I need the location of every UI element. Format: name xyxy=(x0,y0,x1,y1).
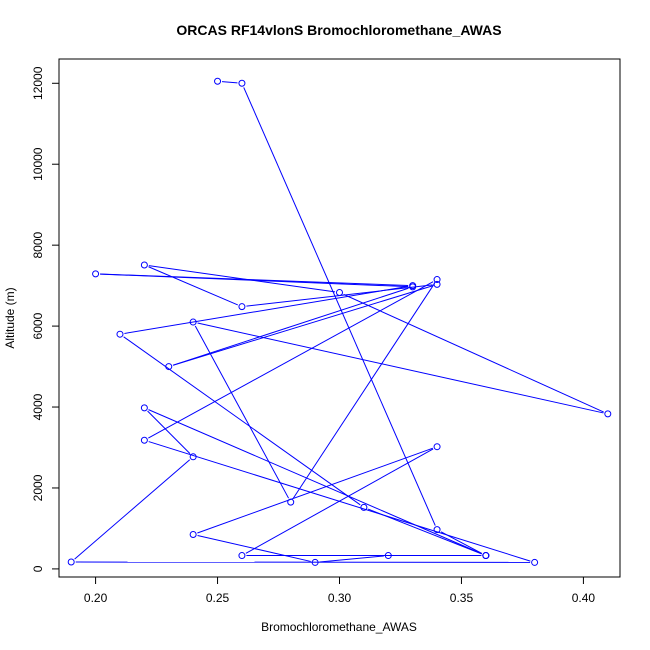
series-segment xyxy=(172,287,409,366)
y-tick-label: 4000 xyxy=(31,393,45,420)
y-tick-label: 6000 xyxy=(31,312,45,339)
data-point xyxy=(238,303,246,311)
series-segment xyxy=(148,441,531,562)
x-tick-label: 0.25 xyxy=(206,591,230,605)
series-segment xyxy=(194,325,290,499)
x-tick-label: 0.35 xyxy=(450,591,474,605)
series-segment xyxy=(147,410,191,454)
data-point xyxy=(214,77,222,85)
data-point xyxy=(140,436,148,444)
data-point xyxy=(140,404,148,412)
data-point xyxy=(433,276,441,284)
data-point xyxy=(311,558,319,566)
x-tick-label: 0.20 xyxy=(84,591,108,605)
series-segment xyxy=(74,459,191,560)
y-tick-label: 0 xyxy=(31,565,45,572)
series-segment xyxy=(148,409,482,555)
data-point xyxy=(67,558,75,566)
series-segment xyxy=(292,283,436,499)
series-segment xyxy=(197,535,311,562)
data-point xyxy=(336,289,343,297)
series-0 xyxy=(67,77,612,566)
series-segment xyxy=(148,266,238,306)
data-point xyxy=(238,552,246,560)
x-tick-label: 0.30 xyxy=(328,591,352,605)
y-tick-label: 12000 xyxy=(31,66,45,100)
series-segment xyxy=(148,265,336,293)
series-segment xyxy=(221,81,238,84)
data-point xyxy=(360,503,368,511)
y-tick-label: 10000 xyxy=(31,147,45,181)
series-segment xyxy=(343,293,604,413)
y-tick-label: 2000 xyxy=(31,474,45,501)
x-tick-label: 0.40 xyxy=(572,591,596,605)
chart-title: ORCAS RF14vlonS Bromochloromethane_AWAS xyxy=(176,22,501,38)
series-segment xyxy=(243,87,436,526)
data-point xyxy=(189,318,197,326)
series-segment xyxy=(172,285,433,366)
data-point xyxy=(287,498,295,506)
data-point xyxy=(433,280,441,288)
data-point xyxy=(140,261,148,269)
data-point xyxy=(384,552,392,560)
data-point xyxy=(116,330,124,338)
data-point xyxy=(165,363,173,371)
data-point xyxy=(604,410,612,418)
x-axis: 0.20 0.25 0.30 0.35 0.40 xyxy=(84,576,596,605)
series-layer xyxy=(67,77,612,566)
data-point xyxy=(409,282,417,290)
series-segment xyxy=(367,508,482,555)
data-point xyxy=(238,79,246,87)
x-axis-label: Bromochloromethane_AWAS xyxy=(261,620,417,634)
series-segment xyxy=(100,273,409,286)
series-segment xyxy=(197,322,604,414)
data-point xyxy=(482,552,490,560)
series-segment xyxy=(319,555,384,563)
data-point xyxy=(433,443,441,451)
series-segment xyxy=(123,336,361,506)
series-segment xyxy=(148,281,434,439)
data-point xyxy=(189,453,197,461)
data-point xyxy=(531,558,539,566)
series-segment xyxy=(124,285,409,334)
data-point xyxy=(433,526,441,534)
y-tick-label: 8000 xyxy=(31,231,45,258)
data-point xyxy=(189,531,197,539)
series-segment xyxy=(197,447,434,534)
y-axis-label: Altitude (m) xyxy=(3,287,17,348)
y-axis: 0 2000 4000 6000 8000 10000 12000 xyxy=(31,66,60,572)
data-point xyxy=(92,270,100,278)
